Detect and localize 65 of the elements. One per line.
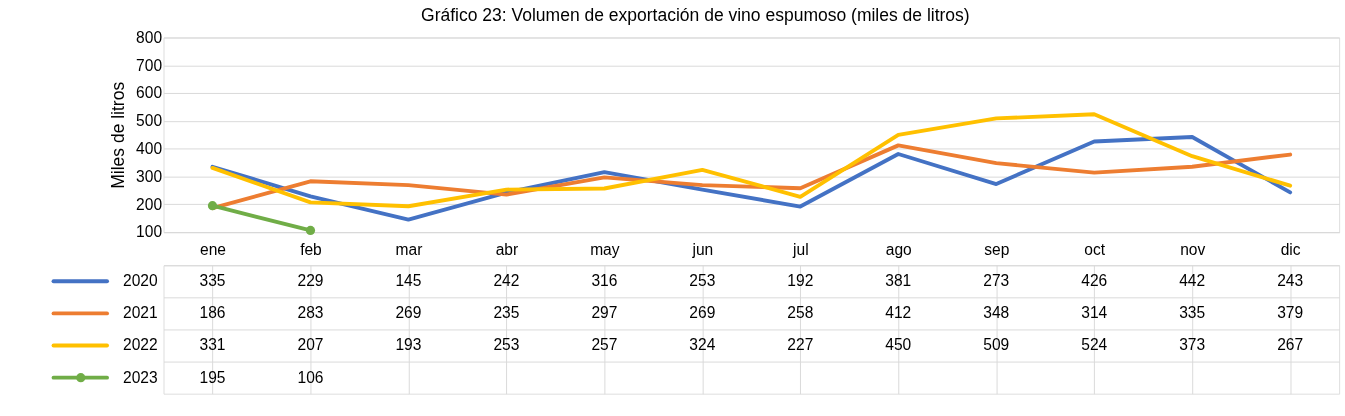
x-tick-label: oct	[1084, 241, 1106, 259]
data-label: 509	[983, 336, 1010, 354]
y-tick-label: 300	[136, 167, 163, 185]
x-tick-label: may	[590, 241, 620, 259]
data-label: 273	[983, 272, 1010, 290]
data-label: 145	[395, 272, 422, 290]
data-label: 379	[1277, 304, 1304, 322]
y-tick-label: 600	[136, 84, 163, 102]
data-label: 229	[297, 272, 324, 290]
data-label: 243	[1277, 272, 1304, 290]
data-label: 193	[395, 336, 422, 354]
data-label: 373	[1179, 336, 1206, 354]
data-label: 227	[787, 336, 814, 354]
data-label: 314	[1081, 304, 1108, 322]
data-label: 257	[591, 336, 618, 354]
data-label: 524	[1081, 336, 1108, 354]
y-tick-label: 200	[136, 195, 163, 213]
data-label: 450	[885, 336, 912, 354]
x-tick-label: sep	[984, 241, 1010, 259]
y-tick-label: 100	[136, 223, 163, 241]
data-label: 412	[885, 304, 912, 322]
legend-label: 2020	[123, 272, 158, 290]
x-tick-label: jun	[691, 241, 714, 259]
x-tick-label: feb	[300, 241, 322, 259]
data-label: 269	[395, 304, 422, 322]
data-label: 331	[199, 336, 226, 354]
x-tick-label: ago	[885, 241, 912, 259]
x-tick-label: jul	[792, 241, 809, 259]
legend-label: 2023	[123, 368, 158, 386]
data-label: 192	[787, 272, 814, 290]
y-tick-label: 800	[136, 28, 163, 46]
data-label: 253	[689, 272, 716, 290]
data-label: 207	[297, 336, 324, 354]
data-label: 442	[1179, 272, 1206, 290]
line-series	[210, 112, 1293, 209]
y-axis-title: Miles de litros	[108, 81, 129, 189]
data-label: 324	[689, 336, 716, 354]
data-label: 253	[493, 336, 520, 354]
x-tick-label: dic	[1280, 241, 1301, 259]
y-tick-label: 500	[136, 112, 163, 130]
data-label: 381	[885, 272, 912, 290]
data-label: 335	[1179, 304, 1206, 322]
x-tick-label: abr	[495, 241, 519, 259]
data-label: 316	[591, 272, 618, 290]
x-tick-label: nov	[1180, 241, 1206, 259]
chart-title: Gráfico 23: Volumen de exportación de vino espumoso (miles de litros)	[421, 5, 970, 26]
data-label: 235	[493, 304, 520, 322]
data-label: 195	[199, 368, 226, 386]
data-label: 348	[983, 304, 1010, 322]
x-tick-label: ene	[199, 241, 226, 259]
data-label: 186	[199, 304, 226, 322]
data-label: 283	[297, 304, 324, 322]
legend-label: 2022	[123, 336, 158, 354]
data-label: 297	[591, 304, 618, 322]
legend-label: 2021	[123, 304, 158, 322]
y-tick-label: 400	[136, 140, 163, 158]
data-label: 426	[1081, 272, 1108, 290]
x-tick-label: mar	[395, 241, 423, 259]
data-label: 335	[199, 272, 226, 290]
data-label: 258	[787, 304, 814, 322]
data-label: 242	[493, 272, 520, 290]
data-label: 267	[1277, 336, 1304, 354]
y-tick-label: 700	[136, 56, 163, 74]
data-label: 269	[689, 304, 716, 322]
data-label: 106	[297, 368, 324, 386]
